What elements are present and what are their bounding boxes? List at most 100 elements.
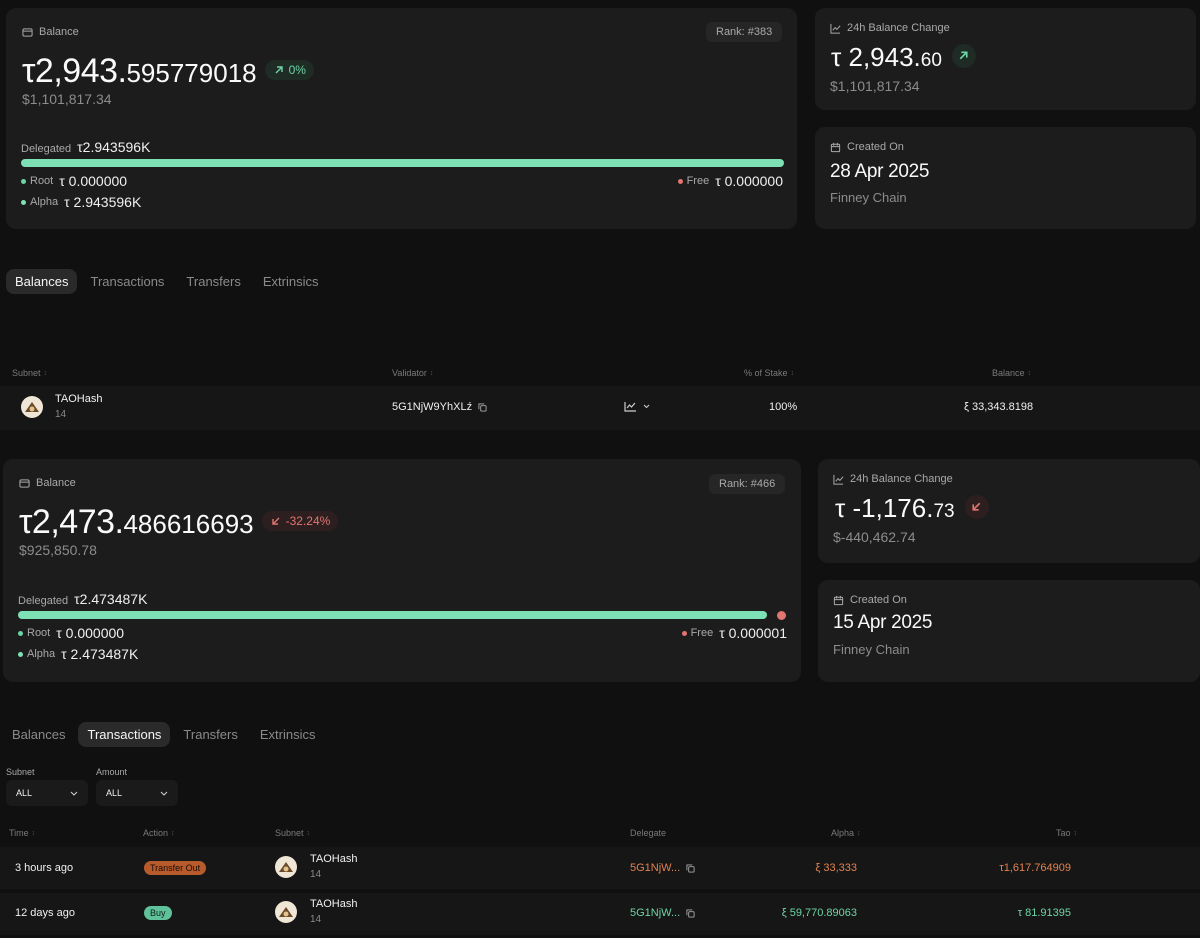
balance-value: τ2,473. 486616693 -32.24%	[19, 503, 339, 542]
tab-extrinsics[interactable]: Extrinsics	[259, 727, 316, 742]
col-delegate: Delegate	[630, 828, 667, 838]
delegation-bar	[21, 159, 784, 167]
col-balance[interactable]: Balance ↕	[992, 368, 1032, 378]
created-header: Created On	[833, 594, 907, 606]
subnet-filter-select[interactable]: ALL	[6, 780, 88, 806]
col-tao[interactable]: Tao ↕	[1056, 828, 1078, 838]
tab-transactions[interactable]: Transactions	[90, 274, 165, 289]
chevron-down-icon	[70, 791, 78, 796]
chain-name: Finney Chain	[833, 642, 910, 657]
tab-balances[interactable]: Balances	[12, 727, 66, 742]
tab-balances[interactable]: Balances	[6, 269, 78, 294]
col-subnet[interactable]: Subnet ↕	[275, 828, 311, 838]
delegated-row: Delegated τ2.473487K	[18, 591, 148, 607]
col-subnet[interactable]: Subnet ↕	[12, 368, 48, 378]
balance-label: Balance	[36, 477, 76, 489]
col-action[interactable]: Action ↕	[143, 828, 175, 838]
wallet-icon	[19, 478, 30, 488]
change-24h-value: τ 2,943. 60	[831, 42, 976, 73]
subnet-name[interactable]: TAOHash	[310, 853, 358, 865]
alpha-stat: Alpha τ 2.473487K	[18, 646, 138, 662]
sort-icon: ↕	[306, 829, 311, 837]
chart-dropdown[interactable]	[624, 401, 650, 412]
delegation-bar	[18, 611, 768, 619]
alpha-amount: ξ 59,770.89063	[781, 907, 857, 919]
change-24h-header: 24h Balance Change	[833, 473, 953, 485]
change-24h-value: τ -1,176. 73	[835, 493, 989, 524]
chart-line-icon	[833, 474, 844, 485]
balance-usd: $1,101,817.34	[22, 91, 112, 107]
arrow-up-right-icon	[275, 66, 283, 74]
balance-label: Balance	[39, 26, 79, 38]
change-24h-usd: $1,101,817.34	[830, 78, 920, 94]
change-24h-card: 24h Balance Change τ 2,943. 60 $1,101,817…	[815, 8, 1196, 110]
balance-value: τ2,943. 595779018 0%	[22, 52, 314, 91]
copy-icon[interactable]	[478, 402, 487, 412]
copy-icon[interactable]	[686, 908, 695, 918]
calendar-icon	[830, 142, 841, 152]
root-stat: Root τ 0.000000	[18, 625, 124, 641]
sort-icon: ↕	[790, 369, 795, 377]
change-pill: 0%	[264, 60, 314, 80]
arrow-down-left-icon	[271, 517, 280, 525]
wallet-icon	[22, 27, 33, 37]
col-time[interactable]: Time ↕	[9, 828, 36, 838]
subnet-netuid: 14	[310, 869, 322, 880]
action-badge: Transfer Out	[144, 861, 207, 875]
subnet-name[interactable]: TAOHash	[55, 393, 103, 405]
subnet-avatar	[275, 901, 297, 923]
subnet-filter-label: Subnet	[6, 767, 35, 777]
chain-name: Finney Chain	[830, 190, 907, 205]
sort-icon: ↕	[171, 829, 175, 837]
balance-header: Balance	[19, 477, 76, 489]
tao-amount: τ 81.91395	[1017, 907, 1071, 919]
rank-badge: Rank: #466	[709, 474, 786, 494]
created-date: 15 Apr 2025	[833, 612, 933, 633]
tx-time: 12 days ago	[15, 907, 75, 919]
delegate-address[interactable]: 5G1NjW...	[630, 862, 681, 874]
chevron-down-icon	[160, 791, 168, 796]
sort-icon: ↕	[1027, 369, 1032, 377]
change-pill: -32.24%	[261, 511, 339, 531]
col-alpha[interactable]: Alpha ↕	[831, 828, 861, 838]
delegate-cell: 5G1NjW...	[630, 862, 695, 874]
tab-transfers[interactable]: Transfers	[186, 274, 241, 289]
alpha-stat: Alpha τ 2.943596K	[21, 194, 141, 210]
amount-filter-select[interactable]: ALL	[96, 780, 178, 806]
free-stat: Free τ 0.000000	[677, 173, 783, 189]
table-row[interactable]	[0, 893, 1200, 935]
rank-badge: Rank: #383	[706, 22, 783, 42]
arrow-up-right-icon	[951, 43, 976, 68]
copy-icon[interactable]	[686, 863, 695, 873]
created-header: Created On	[830, 141, 904, 153]
sort-icon: ↕	[31, 829, 36, 837]
sort-icon: ↕	[429, 369, 434, 377]
tab-transfers[interactable]: Transfers	[183, 727, 238, 742]
stake-pct: 100%	[769, 401, 798, 413]
table-row[interactable]	[0, 386, 1200, 430]
tab-extrinsics[interactable]: Extrinsics	[262, 274, 319, 289]
balance-amount: ξ 33,343.8198	[964, 401, 1034, 413]
change-24h-card: 24h Balance Change τ -1,176. 73 $-440,462…	[818, 459, 1200, 563]
balance-header: Balance	[22, 26, 79, 38]
validator-cell: 5G1NjW9YhXLź	[392, 401, 487, 413]
subnet-avatar	[21, 396, 43, 418]
subnet-netuid: 14	[55, 409, 67, 420]
sort-icon: ↕	[1073, 829, 1078, 837]
created-card: Created On 15 Apr 2025 Finney Chain	[818, 580, 1200, 682]
tab-transactions[interactable]: Transactions	[78, 722, 171, 747]
subnet-name[interactable]: TAOHash	[310, 898, 358, 910]
delegated-row: Delegated τ2.943596K	[21, 139, 151, 155]
balance-usd: $925,850.78	[19, 542, 97, 558]
amount-filter-label: Amount	[96, 767, 128, 777]
col-validator[interactable]: Validator ↕	[392, 368, 434, 378]
delegate-address[interactable]: 5G1NjW...	[630, 907, 681, 919]
delegate-cell: 5G1NjW...	[630, 907, 695, 919]
created-card: Created On 28 Apr 2025 Finney Chain	[815, 127, 1196, 229]
change-24h-usd: $-440,462.74	[833, 529, 916, 545]
validator-address[interactable]: 5G1NjW9YhXLź	[392, 401, 473, 413]
sort-icon: ↕	[43, 369, 48, 377]
col-stake[interactable]: % of Stake ↕	[744, 368, 795, 378]
created-date: 28 Apr 2025	[830, 161, 930, 182]
subnet-netuid: 14	[310, 914, 322, 925]
